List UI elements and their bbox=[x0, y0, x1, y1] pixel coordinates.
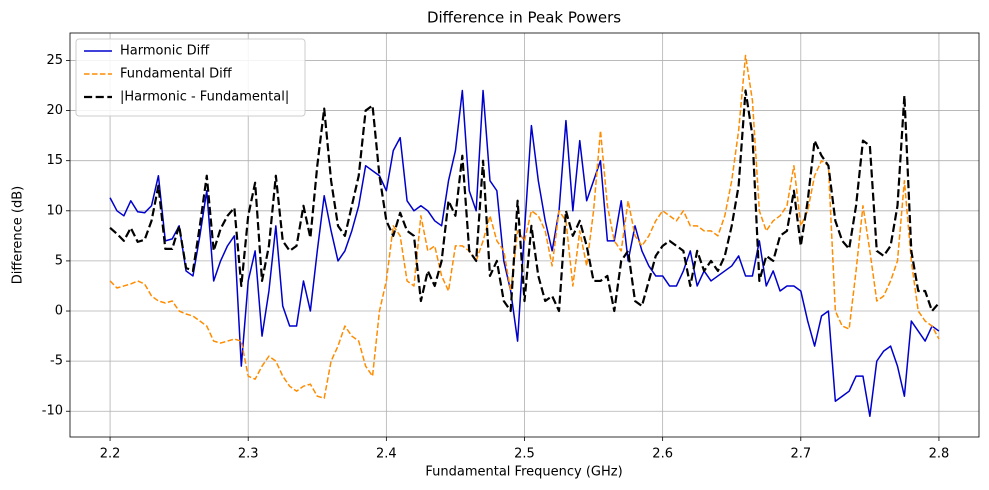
series-line bbox=[109, 89, 940, 417]
x-axis-label: Fundamental Frequency (GHz) bbox=[425, 465, 622, 480]
legend: Harmonic Diff Fundamental Diff |Harmonic -… bbox=[75, 38, 306, 117]
x-tick-label: 2.3 bbox=[238, 447, 259, 462]
legend-label: Harmonic Diff bbox=[120, 44, 210, 59]
x-tick-label: 2.5 bbox=[514, 447, 535, 462]
y-tick-label: -10 bbox=[42, 404, 63, 419]
y-tick-label: 0 bbox=[55, 304, 63, 319]
x-tick-label: 2.6 bbox=[652, 447, 673, 462]
legend-label: Fundamental Diff bbox=[120, 67, 233, 82]
y-tick-label: 10 bbox=[46, 203, 63, 218]
x-tick-label: 2.4 bbox=[376, 447, 397, 462]
x-tick-label: 2.2 bbox=[100, 447, 121, 462]
y-tick-label: 5 bbox=[55, 253, 63, 268]
series-line bbox=[109, 89, 940, 313]
series-line bbox=[109, 54, 940, 399]
y-tick-label: 15 bbox=[46, 153, 63, 168]
y-tick-label: 25 bbox=[46, 53, 63, 68]
y-tick-label: -5 bbox=[50, 354, 63, 369]
plot-frame bbox=[69, 32, 980, 438]
y-tick-label: 20 bbox=[46, 103, 63, 118]
legend-box bbox=[75, 38, 306, 117]
x-tick-label: 2.7 bbox=[790, 447, 811, 462]
chart-title: Difference in Peak Powers bbox=[427, 9, 621, 27]
legend-label: |Harmonic - Fundamental| bbox=[120, 90, 289, 105]
y-axis-label: Difference (dB) bbox=[11, 186, 26, 284]
x-tick-label: 2.8 bbox=[929, 447, 950, 462]
